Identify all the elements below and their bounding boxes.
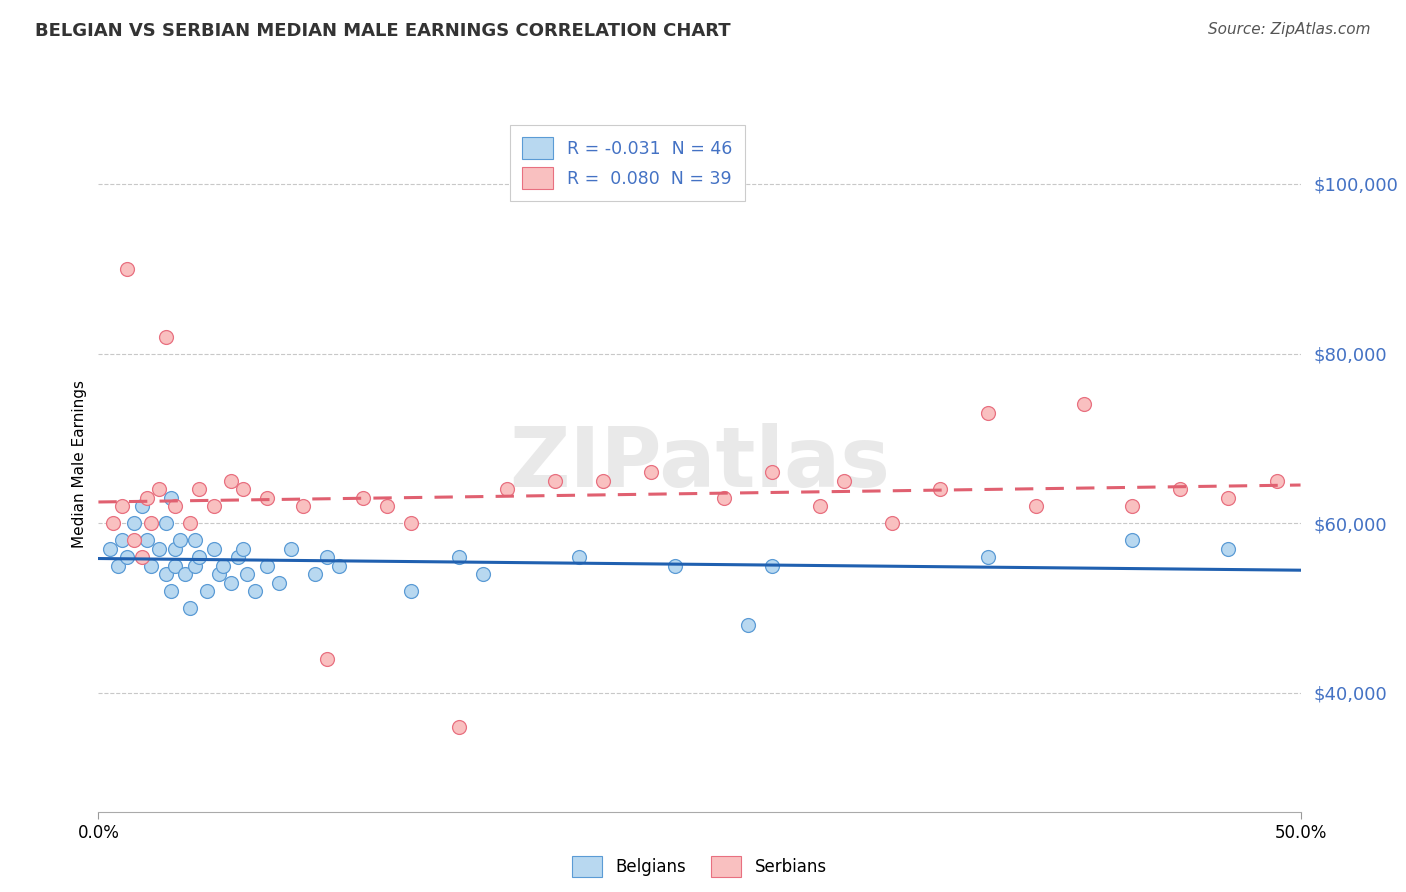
Point <box>1218 541 1240 556</box>
Point <box>592 474 614 488</box>
Point <box>111 533 134 548</box>
Point <box>131 500 153 514</box>
Point <box>232 483 254 497</box>
Point <box>236 567 259 582</box>
Point <box>256 558 278 573</box>
Point <box>832 474 855 488</box>
Point <box>165 541 187 556</box>
Text: BELGIAN VS SERBIAN MEDIAN MALE EARNINGS CORRELATION CHART: BELGIAN VS SERBIAN MEDIAN MALE EARNINGS … <box>35 22 731 40</box>
Point <box>165 500 187 514</box>
Point <box>737 618 759 632</box>
Point <box>131 550 153 565</box>
Point <box>315 652 337 666</box>
Point <box>267 575 290 590</box>
Point <box>1073 397 1095 411</box>
Point <box>124 533 146 548</box>
Point <box>640 466 662 480</box>
Point <box>761 466 783 480</box>
Point <box>399 516 422 531</box>
Point <box>135 491 157 505</box>
Point <box>188 483 211 497</box>
Point <box>1025 500 1047 514</box>
Point <box>148 541 170 556</box>
Point <box>280 541 302 556</box>
Point <box>202 500 225 514</box>
Point <box>1121 500 1143 514</box>
Point <box>101 516 124 531</box>
Point <box>155 567 177 582</box>
Point <box>169 533 191 548</box>
Point <box>315 550 337 565</box>
Point <box>111 500 134 514</box>
Point <box>155 516 177 531</box>
Point <box>212 558 235 573</box>
Point <box>148 483 170 497</box>
Point <box>977 550 1000 565</box>
Point <box>165 558 187 573</box>
Point <box>179 516 201 531</box>
Point <box>195 584 218 599</box>
Point <box>208 567 231 582</box>
Text: ZIPatlas: ZIPatlas <box>509 424 890 504</box>
Point <box>107 558 129 573</box>
Point <box>1218 491 1240 505</box>
Point <box>399 584 422 599</box>
Point <box>304 567 326 582</box>
Point <box>447 550 470 565</box>
Point <box>375 500 398 514</box>
Point <box>256 491 278 505</box>
Point <box>496 483 519 497</box>
Point <box>808 500 831 514</box>
Point <box>928 483 950 497</box>
Y-axis label: Median Male Earnings: Median Male Earnings <box>72 380 87 548</box>
Point <box>544 474 567 488</box>
Point <box>155 329 177 343</box>
Point <box>977 406 1000 420</box>
Point <box>141 516 163 531</box>
Point <box>117 550 139 565</box>
Point <box>328 558 350 573</box>
Point <box>183 558 205 573</box>
Point <box>761 558 783 573</box>
Point <box>243 584 266 599</box>
Point <box>188 550 211 565</box>
Point <box>664 558 686 573</box>
Point <box>179 601 201 615</box>
Point <box>135 533 157 548</box>
Text: Source: ZipAtlas.com: Source: ZipAtlas.com <box>1208 22 1371 37</box>
Point <box>226 550 249 565</box>
Point <box>174 567 197 582</box>
Point <box>124 516 146 531</box>
Point <box>291 500 314 514</box>
Point <box>447 720 470 734</box>
Point <box>713 491 735 505</box>
Point <box>352 491 374 505</box>
Point <box>141 558 163 573</box>
Legend: Belgians, Serbians: Belgians, Serbians <box>565 850 834 883</box>
Point <box>202 541 225 556</box>
Point <box>880 516 903 531</box>
Point <box>159 491 181 505</box>
Point <box>117 261 139 276</box>
Point <box>1265 474 1288 488</box>
Point <box>1170 483 1192 497</box>
Point <box>159 584 181 599</box>
Point <box>1121 533 1143 548</box>
Point <box>219 474 242 488</box>
Point <box>568 550 591 565</box>
Point <box>183 533 205 548</box>
Point <box>100 541 122 556</box>
Point <box>232 541 254 556</box>
Point <box>472 567 495 582</box>
Point <box>219 575 242 590</box>
